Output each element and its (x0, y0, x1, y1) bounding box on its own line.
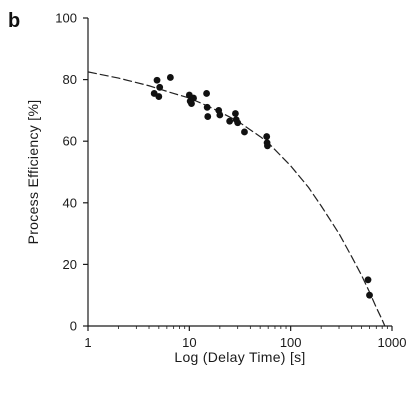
y-tick-label: 0 (70, 319, 77, 334)
data-point (190, 94, 197, 102)
x-tick-label: 1000 (378, 335, 407, 350)
data-point (232, 110, 239, 117)
data-point (366, 291, 373, 299)
data-point (166, 74, 174, 81)
y-tick-label: 80 (63, 72, 77, 87)
data-point (264, 142, 271, 150)
axes (87, 18, 392, 327)
data-point (204, 113, 212, 120)
x-tick-label: 1 (84, 335, 91, 350)
x-tick-label: 10 (182, 335, 196, 350)
y-tick-label: 60 (63, 134, 77, 149)
y-tick-label: 20 (63, 257, 77, 272)
data-point (153, 76, 161, 84)
data-point (203, 103, 211, 111)
y-tick-label: 40 (63, 195, 77, 210)
x-axis-ticks: 1 10 100 1000 (84, 326, 406, 350)
panel-label: b (8, 10, 20, 32)
y-axis-ticks: 0 20 40 60 80 100 (55, 11, 88, 334)
data-point (203, 90, 210, 97)
y-tick-label: 100 (55, 11, 77, 26)
data-point (156, 83, 164, 91)
data-point (188, 100, 195, 108)
x-tick-label: 100 (280, 335, 302, 350)
data-point (241, 128, 248, 136)
data-point (234, 119, 242, 127)
y-axis-title: Process Efficiency [%] (25, 100, 41, 245)
data-point (155, 93, 163, 100)
data-points (150, 74, 373, 299)
data-point (226, 117, 234, 125)
data-point (263, 133, 271, 140)
data-point (364, 276, 372, 284)
fit-curve (87, 71, 386, 327)
data-point (216, 111, 224, 119)
x-axis-title: Log (Delay Time) [s] (174, 349, 305, 365)
